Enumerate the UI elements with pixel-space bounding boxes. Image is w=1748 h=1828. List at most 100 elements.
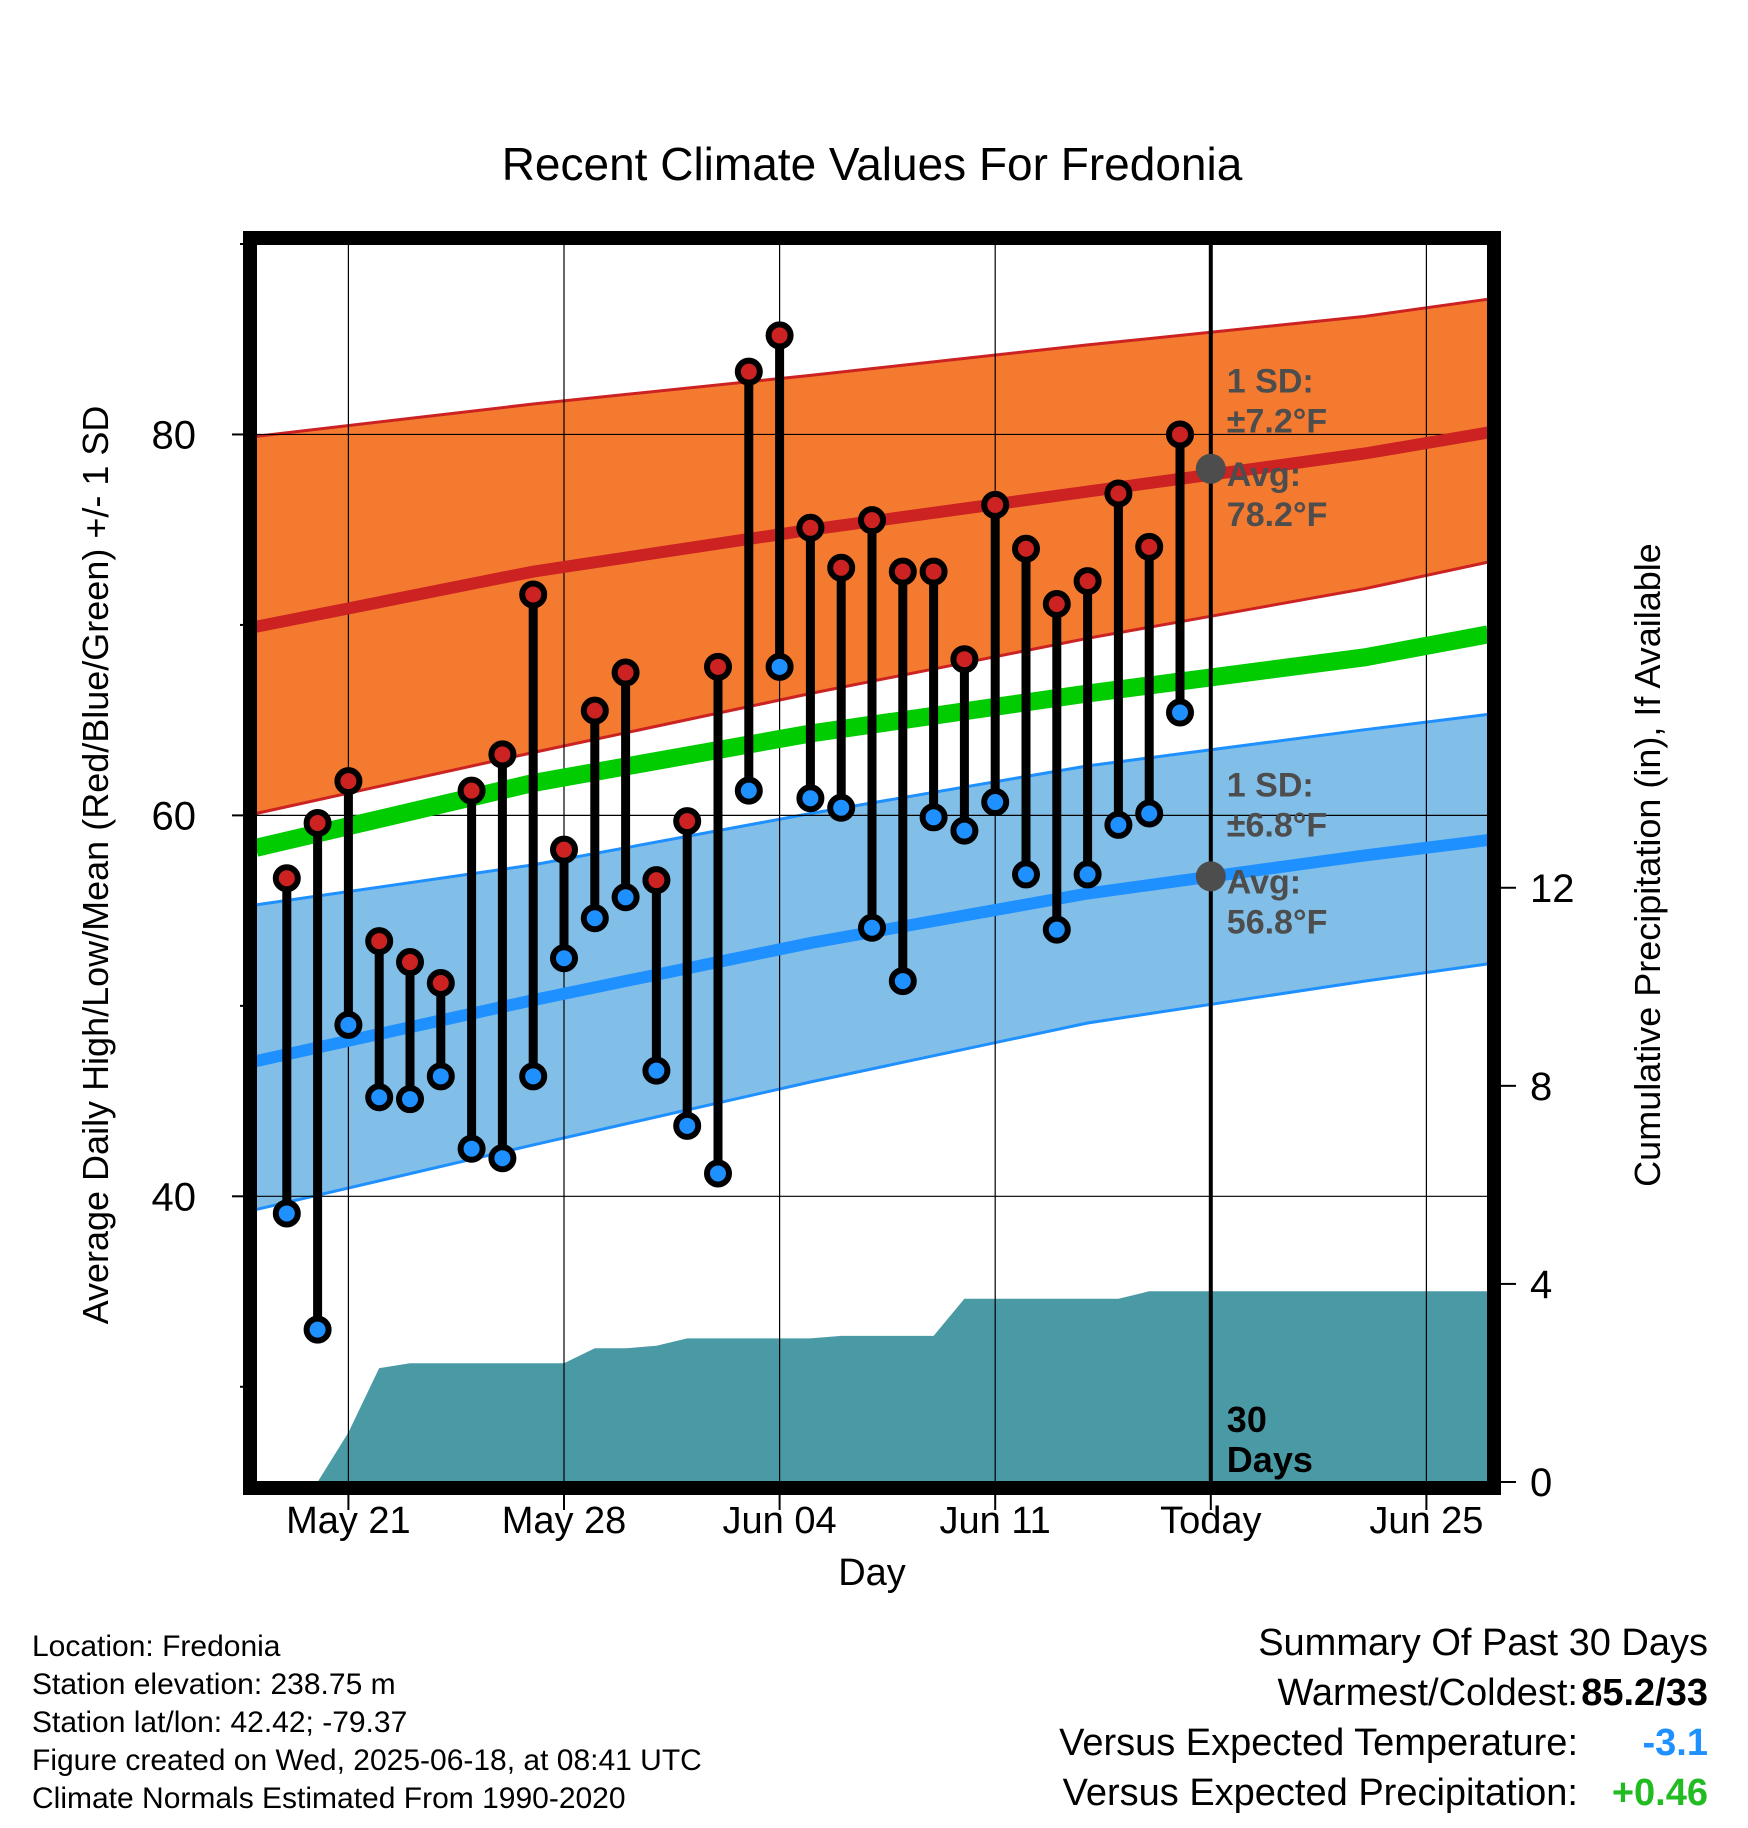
y-tick-label: 40 bbox=[152, 1175, 197, 1219]
high-temp-point bbox=[519, 580, 548, 609]
x-axis-label: Day bbox=[838, 1552, 906, 1594]
high-temp-point bbox=[365, 927, 394, 956]
high-temp-point bbox=[1135, 532, 1164, 561]
low-temp-point bbox=[365, 1083, 394, 1112]
x-tick-label: Today bbox=[1160, 1500, 1261, 1542]
low-temp-point bbox=[734, 776, 763, 805]
created-text: Figure created on Wed, 2025-06-18, at 08… bbox=[32, 1744, 702, 1777]
x-tick-label: Jun 25 bbox=[1369, 1500, 1483, 1542]
low-temp-point bbox=[796, 784, 825, 813]
temp-departure-value: -3.1 bbox=[1642, 1722, 1708, 1764]
low-avg-line bbox=[254, 834, 1489, 1067]
low-temp-point bbox=[611, 883, 640, 912]
low-upper-edge bbox=[255, 712, 1489, 907]
low-temp-point bbox=[765, 652, 794, 681]
low-temp-point bbox=[919, 803, 948, 832]
x-tick-label: May 28 bbox=[502, 1500, 627, 1542]
y2-tick-label: 4 bbox=[1530, 1263, 1552, 1307]
low-avg-annotation: Avg: bbox=[1227, 863, 1301, 901]
y2-tick-label: 0 bbox=[1530, 1461, 1552, 1505]
high-temp-point bbox=[457, 776, 486, 805]
low-temp-point bbox=[457, 1134, 486, 1163]
plot-frame bbox=[243, 231, 1501, 1495]
x-tick-label: May 21 bbox=[286, 1500, 411, 1542]
high-temp-point bbox=[796, 513, 825, 542]
high-temp-point bbox=[827, 553, 856, 582]
low-avg-annotation: 56.8°F bbox=[1227, 903, 1328, 941]
high-temp-point bbox=[580, 696, 609, 725]
high-upper-edge bbox=[255, 297, 1489, 438]
high-temp-point bbox=[611, 658, 640, 687]
high-temp-point bbox=[919, 557, 948, 586]
low-sd-annotation: ±6.8°F bbox=[1227, 806, 1327, 844]
high-sd-annotation: 1 SD: bbox=[1227, 363, 1314, 401]
low-temp-point bbox=[1166, 698, 1194, 727]
x-tick-label: Jun 04 bbox=[723, 1500, 837, 1542]
chart-title: Recent Climate Values For Fredonia bbox=[502, 138, 1243, 190]
high-sd-annotation: ±7.2°F bbox=[1227, 403, 1327, 441]
y2-tick-label: 12 bbox=[1530, 867, 1575, 911]
low-temp-point bbox=[827, 793, 856, 822]
low-temp-point bbox=[704, 1159, 732, 1188]
high-temp-point bbox=[1012, 534, 1040, 563]
low-temp-point bbox=[1012, 860, 1040, 889]
warmest-coldest-label: Warmest/Coldest: bbox=[1277, 1672, 1578, 1714]
x-tick-label: Jun 11 bbox=[940, 1500, 1051, 1542]
low-temp-point bbox=[580, 904, 609, 933]
high-temp-point bbox=[642, 866, 671, 895]
location-text: Location: Fredonia bbox=[32, 1630, 281, 1663]
low-temp-point bbox=[1104, 810, 1133, 839]
high-temp-point bbox=[426, 968, 455, 997]
normals-text: Climate Normals Estimated From 1990-2020 bbox=[32, 1782, 626, 1815]
high-avg-line bbox=[254, 426, 1490, 633]
latlon-text: Station lat/lon: 42.42; -79.37 bbox=[32, 1706, 408, 1739]
low-temp-point bbox=[334, 1010, 363, 1039]
high-avg-annotation: 78.2°F bbox=[1227, 496, 1328, 534]
low-temp-point bbox=[1042, 915, 1071, 944]
y-axis-label: Average Daily High/Low/Mean (Red/Blue/Gr… bbox=[75, 406, 116, 1325]
low-temp-point bbox=[488, 1144, 517, 1173]
precip-departure-value: +0.46 bbox=[1611, 1772, 1708, 1814]
high-temp-point bbox=[1042, 589, 1071, 618]
low-temp-point bbox=[550, 944, 578, 973]
low-temp-point bbox=[272, 1199, 301, 1228]
high-temp-point bbox=[334, 767, 363, 796]
low-temp-point bbox=[888, 967, 917, 996]
precip-area bbox=[317, 1291, 1489, 1482]
low-temp-point bbox=[519, 1062, 548, 1091]
low-temp-point bbox=[950, 816, 979, 845]
high-temp-point bbox=[272, 864, 301, 893]
high-temp-point bbox=[858, 506, 886, 535]
low-temp-point bbox=[981, 788, 1010, 817]
high-temp-point bbox=[550, 835, 578, 864]
low-temp-point bbox=[396, 1085, 424, 1114]
high-temp-point bbox=[488, 740, 517, 769]
high-temp-point bbox=[396, 948, 424, 977]
low-temp-point bbox=[642, 1056, 671, 1085]
high-temp-point bbox=[950, 645, 979, 674]
today-high-normal-marker bbox=[1195, 453, 1226, 484]
mean-avg-line bbox=[253, 625, 1490, 857]
low-temp-point bbox=[303, 1315, 332, 1344]
today-low-normal-marker bbox=[1195, 861, 1226, 892]
high-temp-point bbox=[704, 652, 732, 681]
high-temp-point bbox=[673, 807, 702, 836]
low-temp-point bbox=[1135, 799, 1164, 828]
summary-panel: Summary Of Past 30 Days Warmest/Coldest:… bbox=[808, 1622, 1708, 1822]
high-avg-annotation: Avg: bbox=[1227, 456, 1301, 494]
precip-departure-label: Versus Expected Precipitation: bbox=[1062, 1772, 1578, 1814]
high-temp-point bbox=[1073, 567, 1102, 596]
low-sd-annotation: 1 SD: bbox=[1227, 766, 1314, 804]
high-temp-point bbox=[734, 357, 763, 386]
climate-chart: Recent Climate Values For Fredonia 1 SD:… bbox=[75, 138, 1668, 1594]
temp-departure-label: Versus Expected Temperature: bbox=[1059, 1722, 1578, 1764]
high-temp-point bbox=[981, 490, 1010, 519]
warmest-coldest-value: 85.2/33 bbox=[1581, 1672, 1708, 1714]
high-temp-point bbox=[765, 321, 794, 350]
high-temp-point bbox=[1166, 420, 1194, 449]
low-temp-point bbox=[858, 913, 886, 942]
high-temp-point bbox=[1104, 479, 1133, 508]
low-temp-point bbox=[426, 1062, 455, 1091]
high-temp-point bbox=[888, 557, 917, 586]
y-tick-label: 80 bbox=[152, 413, 197, 457]
